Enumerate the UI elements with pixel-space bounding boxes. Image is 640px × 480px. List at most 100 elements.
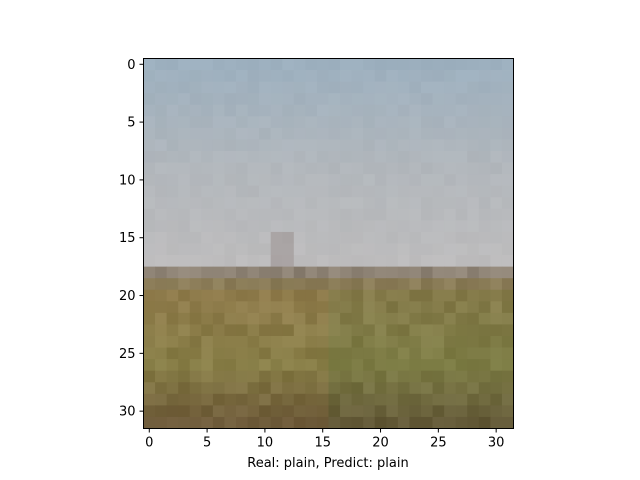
image-pixel <box>293 197 306 210</box>
image-pixel <box>189 324 202 337</box>
image-pixel <box>501 197 514 210</box>
image-pixel <box>155 220 168 233</box>
image-pixel <box>444 359 457 372</box>
image-pixel <box>351 70 364 83</box>
image-pixel <box>351 255 364 268</box>
image-pixel <box>340 81 353 94</box>
image-pixel <box>478 324 491 337</box>
image-pixel <box>351 359 364 372</box>
image-pixel <box>421 127 433 140</box>
x-tick-label: 5 <box>203 436 211 451</box>
image-pixel <box>293 336 306 348</box>
image-pixel <box>328 416 341 429</box>
image-pixel <box>409 58 422 71</box>
x-tick-label: 15 <box>314 436 331 451</box>
image-pixel <box>189 174 202 187</box>
image-pixel <box>189 151 202 163</box>
image-pixel <box>328 393 341 406</box>
image-pixel <box>432 312 445 325</box>
image-pixel <box>259 266 272 279</box>
image-pixel <box>259 93 272 106</box>
image-pixel <box>270 208 283 221</box>
image-pixel <box>155 312 168 325</box>
image-pixel <box>340 162 353 175</box>
image-pixel <box>374 266 387 279</box>
image-pixel <box>212 301 225 314</box>
image-pixel <box>478 393 491 406</box>
image-pixel <box>351 185 364 198</box>
image-pixel <box>305 81 318 94</box>
image-pixel <box>270 312 283 325</box>
x-tick-label: 30 <box>488 436 505 451</box>
image-pixel <box>444 370 457 383</box>
image-pixel <box>351 127 364 140</box>
image-pixel <box>224 197 237 210</box>
image-pixel <box>155 301 168 314</box>
image-pixel <box>374 278 387 291</box>
image-pixel <box>201 197 214 210</box>
image-pixel <box>386 405 399 418</box>
image-pixel <box>351 416 364 429</box>
image-pixel <box>212 116 225 129</box>
image-pixel <box>397 197 410 210</box>
image-pixel <box>259 359 272 372</box>
image-pixel <box>374 324 387 337</box>
image-pixel <box>293 289 306 302</box>
image-pixel <box>212 255 225 268</box>
image-pixel <box>409 416 422 429</box>
image-pixel <box>189 336 202 348</box>
image-pixel <box>363 324 376 337</box>
image-pixel <box>282 243 295 256</box>
image-pixel <box>374 220 387 233</box>
image-pixel <box>409 359 422 372</box>
image-pixel <box>316 370 329 383</box>
image-pixel <box>316 162 329 175</box>
image-pixel <box>293 93 306 106</box>
image-pixel <box>340 58 353 71</box>
image-pixel <box>305 289 318 302</box>
image-pixel <box>282 185 295 198</box>
image-pixel <box>305 278 318 291</box>
image-pixel <box>236 127 248 140</box>
image-pixel <box>282 81 295 94</box>
image-pixel <box>155 266 168 279</box>
image-pixel <box>178 324 191 337</box>
image-pixel <box>397 393 410 406</box>
image-pixel <box>316 70 329 83</box>
image-pixel <box>259 208 272 221</box>
image-pixel <box>328 116 341 129</box>
image-pixel <box>328 301 341 314</box>
image-pixel <box>467 151 480 163</box>
image-pixel <box>270 116 283 129</box>
image-pixel <box>328 312 341 325</box>
image-pixel <box>386 151 399 163</box>
image-pixel <box>270 324 283 337</box>
image-pixel <box>189 243 202 256</box>
x-tick-label: 25 <box>430 436 447 451</box>
image-pixel <box>444 347 457 360</box>
image-pixel <box>340 104 353 117</box>
image-pixel <box>155 197 168 210</box>
image-pixel <box>316 220 329 233</box>
image-pixel <box>478 255 491 268</box>
image-pixel <box>143 278 156 291</box>
image-pixel <box>316 197 329 210</box>
image-pixel <box>397 93 410 106</box>
image-pixel <box>444 208 457 221</box>
image-pixel <box>328 231 341 244</box>
image-pixel <box>328 220 341 233</box>
image-pixel <box>340 312 353 325</box>
image-pixel <box>397 116 410 129</box>
image-pixel <box>224 220 237 233</box>
image-pixel <box>444 416 457 429</box>
image-pixel <box>189 393 202 406</box>
image-pixel <box>478 370 491 383</box>
image-pixel <box>316 116 329 129</box>
image-pixel <box>178 347 191 360</box>
image-pixel <box>247 162 260 175</box>
image-pixel <box>363 162 376 175</box>
image-pixel <box>270 104 283 117</box>
image-pixel <box>155 347 168 360</box>
image-pixel <box>166 162 179 175</box>
image-pixel <box>478 220 491 233</box>
